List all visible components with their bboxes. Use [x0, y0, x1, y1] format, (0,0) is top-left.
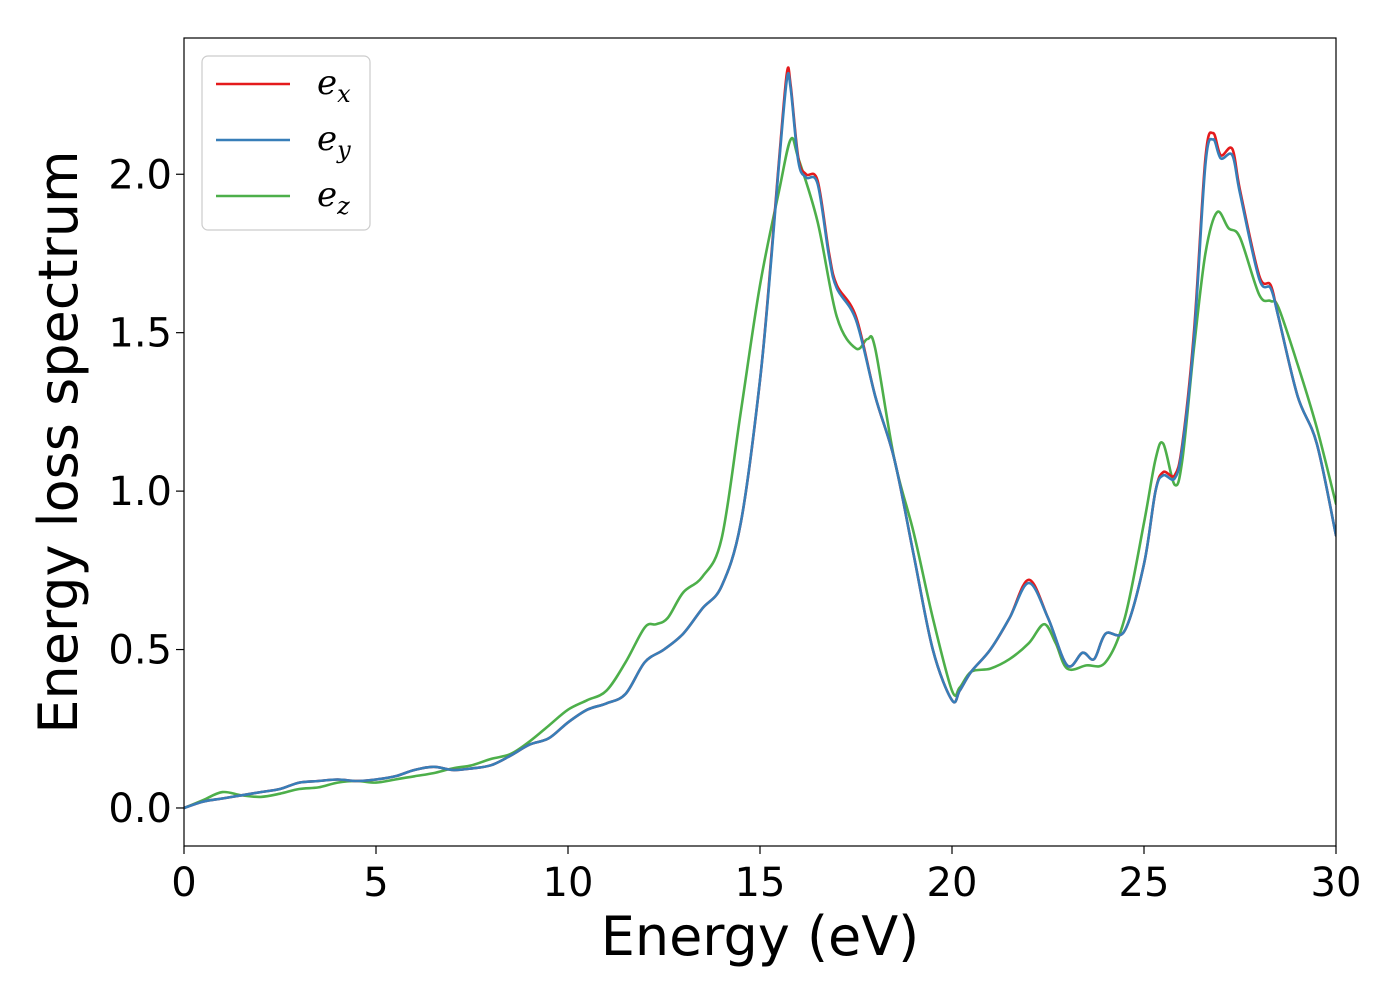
x-tick-label: 25: [1119, 860, 1170, 906]
x-tick-label: 30: [1311, 860, 1362, 906]
y-tick-label: 0.0: [108, 786, 172, 832]
series-line-y: [184, 71, 1336, 810]
legend-box: [201, 55, 371, 231]
x-tick-label: 20: [927, 860, 978, 906]
legend: ex ey ez: [201, 55, 371, 231]
y-axis: 0.0 0.5 1.0 1.5 2.0: [108, 152, 184, 832]
legend-label-z: ez: [317, 175, 350, 220]
x-tick-label: 10: [543, 860, 594, 906]
x-tick-label: 5: [363, 860, 388, 906]
x-axis-label: Energy (eV): [601, 905, 920, 968]
series-layer: [184, 66, 1336, 810]
y-tick-label: 1.0: [108, 469, 172, 515]
x-tick-label: 15: [735, 860, 786, 906]
y-tick-label: 2.0: [108, 152, 172, 198]
legend-label-y: ey: [317, 119, 351, 164]
y-tick-label: 0.5: [108, 628, 172, 674]
y-axis-label: Energy loss spectrum: [27, 150, 90, 733]
x-tick-label: 0: [171, 860, 196, 906]
y-tick-label: 1.5: [108, 311, 172, 357]
x-axis: 0 5 10 15 20 25 30: [171, 846, 1361, 906]
legend-label-x: ex: [317, 63, 351, 108]
series-line-z: [184, 136, 1336, 810]
